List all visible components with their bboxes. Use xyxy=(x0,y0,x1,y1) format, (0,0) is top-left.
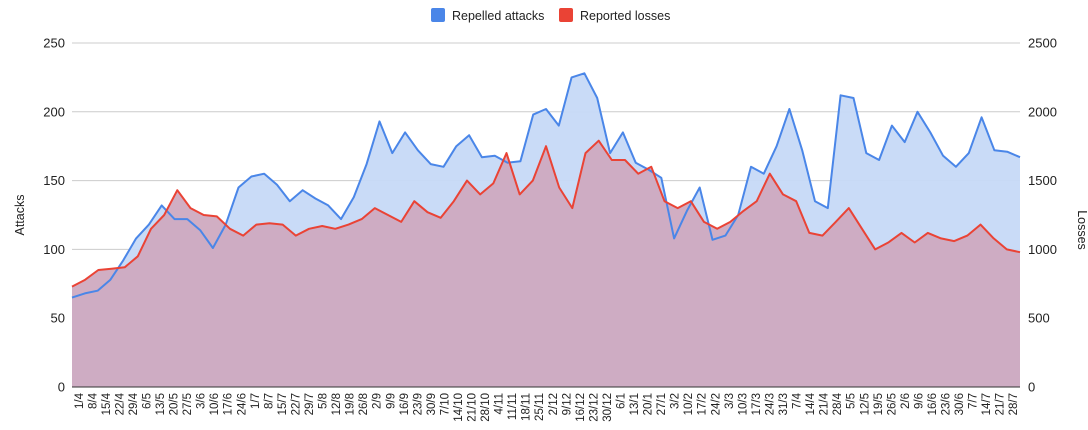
x-tick-label: 14/10 xyxy=(453,393,465,422)
x-tick-label: 14/7 xyxy=(981,393,993,415)
x-tick-label: 30/9 xyxy=(426,393,438,415)
reported-losses-area xyxy=(72,140,1020,387)
x-tick-label: 2/6 xyxy=(900,393,912,409)
x-tick-label: 26/5 xyxy=(886,393,898,415)
x-tick-label: 29/4 xyxy=(128,392,140,415)
reported-losses-line xyxy=(71,139,1021,288)
x-tick-label: 30/12 xyxy=(602,393,614,422)
x-tick-label: 17/6 xyxy=(223,393,235,415)
y-left-tick-label: 0 xyxy=(58,380,65,395)
x-tick-label: 1/7 xyxy=(250,393,262,409)
x-tick-label: 16/9 xyxy=(399,393,411,415)
x-tick-label: 28/10 xyxy=(480,393,492,422)
x-tick-label: 20/5 xyxy=(169,393,181,415)
legend-label-repelled-attacks: Repelled attacks xyxy=(452,9,544,23)
x-tick-label: 15/7 xyxy=(277,393,289,415)
y-right-tick-label: 2500 xyxy=(1028,36,1057,51)
x-tick-label: 20/1 xyxy=(643,393,655,415)
x-tick-label: 23/12 xyxy=(588,393,600,422)
y-right-tick-label: 500 xyxy=(1028,311,1050,326)
x-tick-label: 3/6 xyxy=(196,393,208,409)
x-tick-label: 7/10 xyxy=(439,393,451,415)
legend-label-reported-losses: Reported losses xyxy=(580,9,670,23)
x-tick-label: 6/5 xyxy=(142,393,154,409)
x-tick-label: 22/7 xyxy=(291,393,303,415)
x-tick-label: 13/1 xyxy=(629,393,641,415)
y-right-tick-label: 1500 xyxy=(1028,173,1057,188)
x-tick-label: 17/3 xyxy=(751,393,763,415)
x-tick-label: 19/8 xyxy=(345,393,357,415)
repelled-attacks-line xyxy=(71,72,1021,299)
x-tick-label: 12/8 xyxy=(331,393,343,415)
x-tick-label: 22/4 xyxy=(114,392,126,415)
x-tick-label: 3/2 xyxy=(670,393,682,409)
y-left-tick-label: 250 xyxy=(43,36,65,51)
x-tick-label: 9/9 xyxy=(385,393,397,409)
x-tick-label: 24/3 xyxy=(765,393,777,415)
y-axis-right-title: Losses xyxy=(1075,210,1088,250)
x-tick-label: 7/4 xyxy=(792,392,804,409)
x-tick-label: 28/4 xyxy=(832,392,844,415)
x-tick-label: 16/12 xyxy=(575,393,587,422)
x-tick-label: 10/2 xyxy=(683,393,695,415)
x-tick-label: 25/11 xyxy=(534,393,546,421)
y-right-tick-label: 2000 xyxy=(1028,104,1057,119)
x-tick-label: 31/3 xyxy=(778,393,790,415)
y-left-tick-label: 200 xyxy=(43,104,65,119)
x-tick-label: 10/3 xyxy=(737,393,749,415)
x-tick-label: 27/1 xyxy=(656,393,668,415)
x-tick-label: 1/4 xyxy=(74,392,86,409)
series-areas xyxy=(72,73,1020,388)
y-left-tick-label: 150 xyxy=(43,173,65,188)
x-tick-label: 9/12 xyxy=(561,393,573,415)
x-tick-label: 2/9 xyxy=(372,393,384,409)
x-tick-label: 3/3 xyxy=(724,393,736,409)
x-tick-label: 18/11 xyxy=(521,393,533,421)
y-axis-left-title: Attacks xyxy=(13,195,27,236)
x-tick-label: 19/5 xyxy=(873,393,885,415)
x-tick-label: 17/2 xyxy=(697,393,709,415)
x-tick-label: 23/6 xyxy=(941,393,953,415)
x-tick-label: 27/5 xyxy=(182,393,194,415)
x-tick-label: 21/10 xyxy=(467,393,479,422)
y-right-tick-label: 0 xyxy=(1028,380,1035,395)
x-tick-label: 4/11 xyxy=(494,393,506,415)
x-tick-label: 9/6 xyxy=(913,393,925,409)
x-tick-label: 21/4 xyxy=(819,392,831,415)
legend-swatch-reported-losses xyxy=(559,8,573,22)
x-tick-label: 11/11 xyxy=(507,393,519,420)
x-tick-label: 28/7 xyxy=(1008,393,1020,415)
y-right-tick-label: 1000 xyxy=(1028,242,1057,257)
x-tick-label: 24/6 xyxy=(236,393,248,415)
y-left-tick-label: 100 xyxy=(43,242,65,257)
x-tick-label: 8/4 xyxy=(87,392,99,409)
x-tick-label: 12/5 xyxy=(859,393,871,415)
x-tick-label: 5/8 xyxy=(318,393,330,409)
x-tick-label: 14/4 xyxy=(805,392,817,415)
x-tick-label: 2/12 xyxy=(548,393,560,415)
x-tick-label: 6/1 xyxy=(616,393,628,409)
x-tick-label: 7/7 xyxy=(968,393,980,409)
x-tick-label: 5/5 xyxy=(846,393,858,409)
x-tick-label: 24/2 xyxy=(710,393,722,415)
x-tick-label: 10/6 xyxy=(209,393,221,415)
series-lines xyxy=(71,72,1021,299)
x-tick-label: 26/8 xyxy=(358,393,370,415)
x-tick-label: 8/7 xyxy=(263,393,275,409)
x-tick-label: 21/7 xyxy=(995,393,1007,415)
x-tick-label: 13/5 xyxy=(155,393,167,415)
legend-swatch-repelled-attacks xyxy=(431,8,445,22)
x-tick-label: 29/7 xyxy=(304,393,316,415)
x-tick-label: 30/6 xyxy=(954,393,966,415)
x-tick-label: 23/9 xyxy=(412,393,424,415)
x-tick-label: 15/4 xyxy=(101,392,113,415)
y-left-tick-label: 50 xyxy=(51,311,65,326)
x-tick-label: 16/6 xyxy=(927,393,939,415)
legend: Repelled attacks Reported losses xyxy=(431,8,670,23)
